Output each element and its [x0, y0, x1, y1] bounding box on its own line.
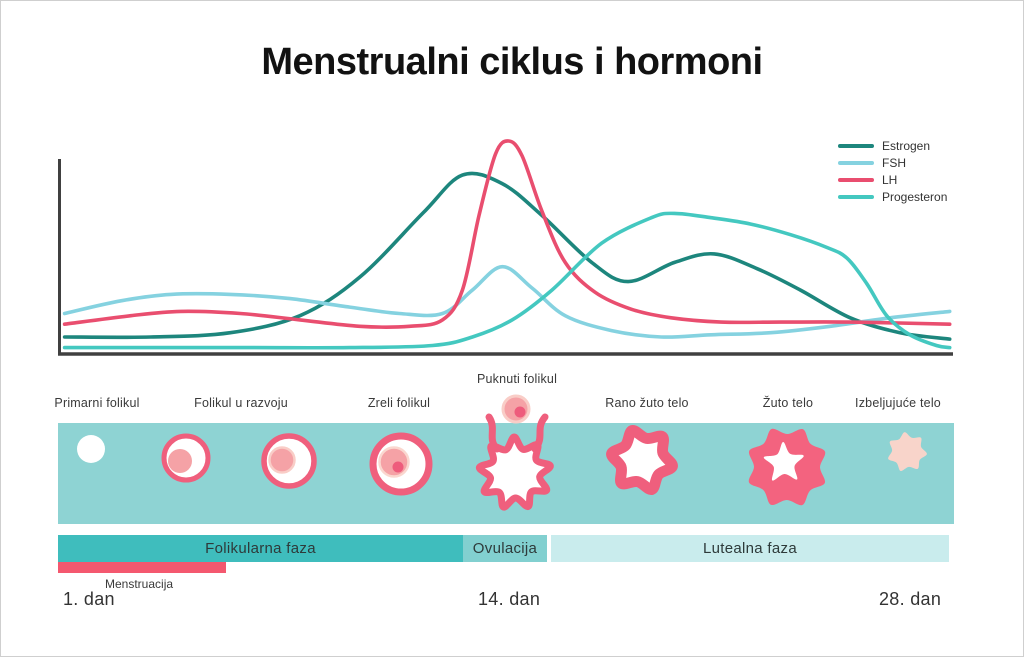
phase-bar-follicular: Folikularna faza [58, 535, 463, 562]
stage-label-early-corpus-luteum: Rano žuto telo [605, 396, 689, 410]
corpus-luteum-illustration [748, 428, 826, 506]
legend-label: Estrogen [882, 138, 931, 153]
phase-bar-luteal: Lutealna faza [551, 535, 949, 562]
stage-label-corpus-luteum: Žuto telo [762, 396, 814, 410]
menstruation-label: Menstruacija [105, 577, 174, 591]
legend-item-lh: LH [838, 171, 947, 188]
day-label-1: 1. dan [63, 589, 115, 609]
legend-item-progesteron: Progesteron [838, 188, 947, 205]
mature-follicle-illustration [369, 432, 433, 496]
day-label-28: 28. dan [879, 589, 942, 609]
phase-label-ovulation: Ovulacija [472, 540, 538, 557]
fsh-swatch [838, 160, 874, 165]
legend-label: Progesteron [882, 189, 948, 204]
legend-item-fsh: FSH [838, 154, 947, 171]
chart-legend: Estrogen FSH LH Progesteron [838, 137, 947, 205]
fading-corpus-luteum-illustration [888, 432, 927, 472]
early-corpus-luteum-illustration [606, 425, 678, 495]
day-label-14: 14. dan [478, 589, 541, 609]
developing-follicle-late-illustration [261, 433, 317, 489]
lh-swatch [838, 177, 874, 182]
ruptured-follicle-illustration [475, 394, 554, 511]
phase-label-follicular: Folikularna faza [205, 540, 316, 557]
curve-fsh [62, 264, 952, 339]
stage-label-ruptured-follicle: Puknuti folikul [476, 372, 558, 386]
legend-label: FSH [882, 155, 906, 170]
legend-label: LH [882, 172, 898, 187]
legend-item-estrogen: Estrogen [838, 137, 947, 154]
stage-label-fading-corpus-luteum: Izbeljujuće telo [855, 396, 941, 410]
phase-label-luteal: Lutealna faza [703, 540, 797, 557]
estrogen-swatch [838, 143, 874, 148]
primary-follicle-illustration [77, 435, 105, 463]
progesteron-swatch [838, 194, 874, 199]
phase-bar-ovulation: Ovulacija [463, 535, 547, 562]
developing-follicle-early-illustration [161, 433, 211, 483]
curve-estrogen [62, 171, 952, 341]
stage-label-developing-follicle: Folikul u razvoju [194, 396, 288, 410]
page-title: Menstrualni ciklus i hormoni [261, 41, 763, 83]
stage-label-mature-follicle: Zreli folikul [367, 396, 431, 410]
curve-progesteron [62, 211, 952, 350]
stage-label-primary-follicle: Primarni folikul [54, 396, 140, 410]
menstruation-bar [58, 562, 226, 573]
curve-lh [62, 139, 952, 329]
